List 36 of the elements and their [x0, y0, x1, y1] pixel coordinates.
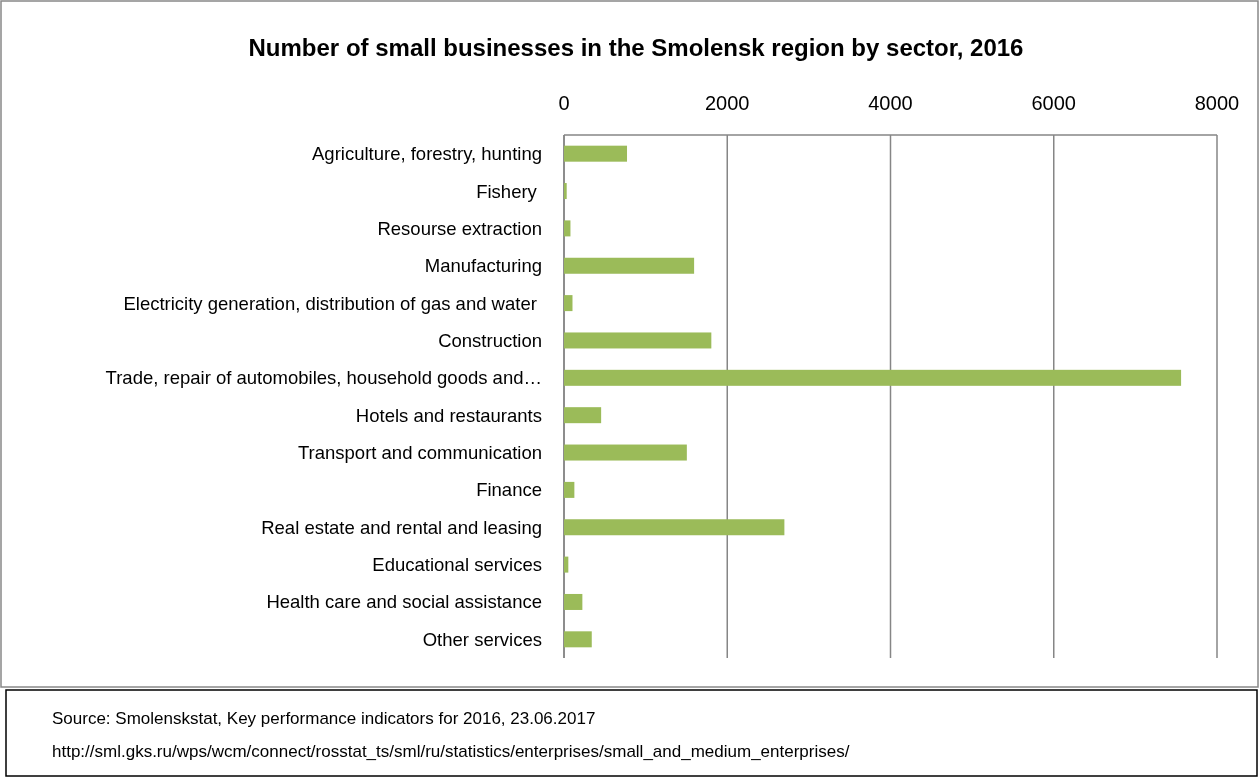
bar	[564, 519, 785, 536]
source-note: Source: Smolenskstat, Key performance indicators for 2016, 23.06.2017	[52, 709, 596, 728]
bar	[564, 295, 573, 312]
bar	[564, 183, 567, 200]
x-tick-label: 6000	[1031, 92, 1076, 114]
x-tick-label: 2000	[705, 92, 750, 114]
x-tick-label: 8000	[1194, 92, 1240, 114]
y-tick-label: Resourse extraction	[377, 217, 542, 239]
y-tick-label: Health care and social assistance	[266, 591, 542, 613]
bar	[564, 556, 569, 573]
y-tick-label: Other services	[422, 628, 542, 650]
bar	[564, 220, 571, 237]
bar	[564, 145, 628, 162]
y-tick-label: Manufacturing	[424, 255, 542, 277]
y-tick-label: Fishery	[476, 180, 542, 202]
y-tick-label: Educational services	[372, 554, 542, 576]
y-tick-label: Trade, repair of automobiles, household goods and…	[105, 367, 542, 389]
bar	[564, 257, 695, 274]
text: http://sml.gks.ru/wps/wcm/connect/rosstat_ts/sml/ru/statistics/enterprises/small_and_medium_enterprises/	[52, 742, 850, 761]
chart-title: Number of small businesses in the Smolensk region by sector, 2016	[248, 34, 1024, 61]
bar	[564, 631, 592, 648]
bar	[564, 407, 602, 424]
x-tick-label: 4000	[868, 92, 913, 114]
y-tick-label: Construction	[438, 329, 542, 351]
y-tick-label: Electricity generation, distribution of gas and water	[123, 292, 542, 314]
y-tick-label: Finance	[476, 479, 542, 501]
bar	[564, 481, 575, 498]
x-tick-label: 0	[558, 92, 570, 114]
y-tick-label: Agriculture, forestry, hunting	[312, 143, 542, 165]
y-tick-label: Real estate and rental and leasing	[261, 516, 542, 538]
bar	[564, 332, 712, 349]
y-tick-label: Transport and communication	[297, 442, 542, 464]
bar	[564, 593, 583, 610]
bar	[564, 369, 1182, 386]
y-tick-label: Hotels and restaurants	[355, 404, 542, 426]
bar	[564, 444, 687, 461]
